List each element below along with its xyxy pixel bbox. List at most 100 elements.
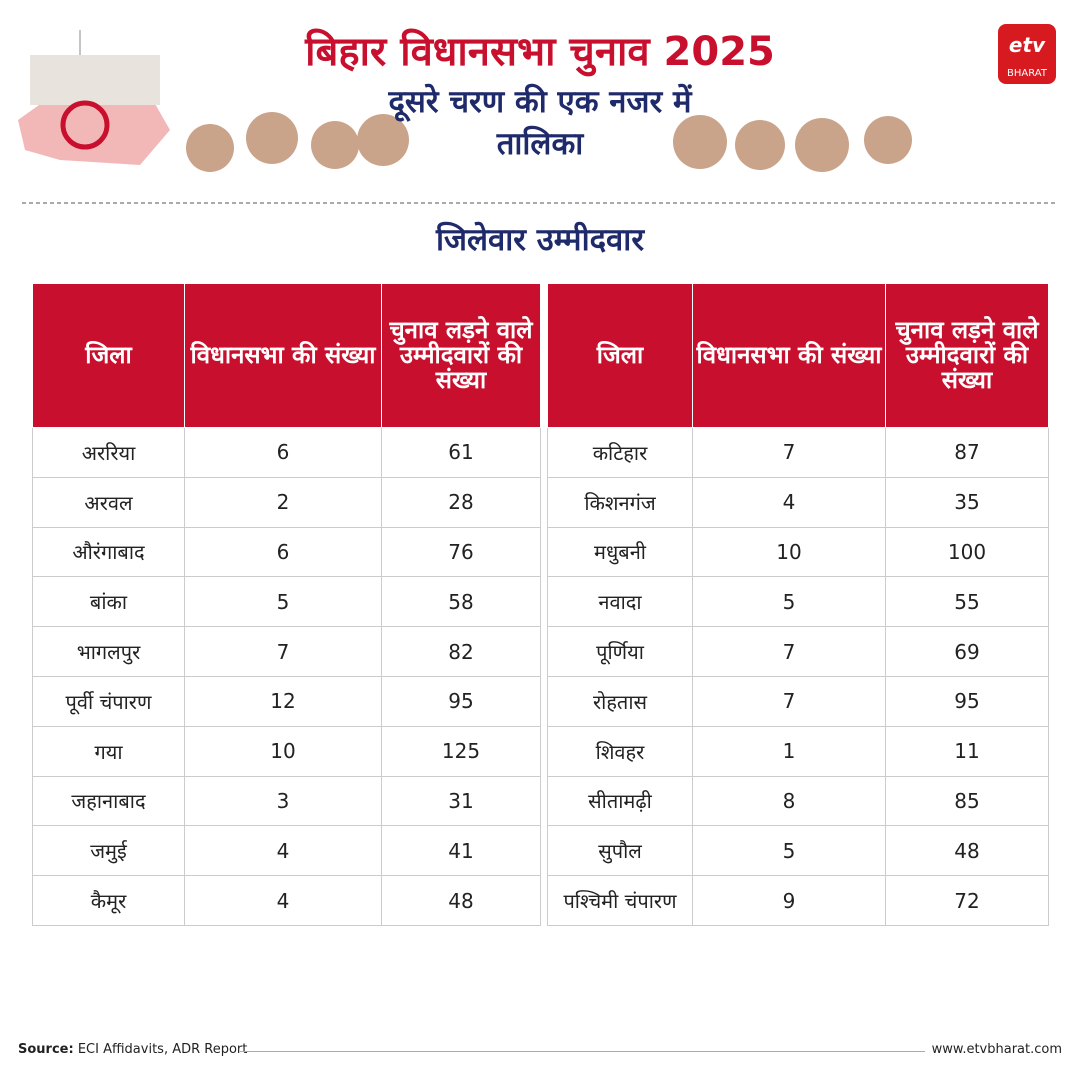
building bbox=[30, 55, 160, 105]
row: कटिहार 7 87 bbox=[547, 427, 1049, 478]
row: बांका 5 58 bbox=[32, 576, 541, 628]
cell: 31 bbox=[381, 775, 541, 827]
cell: 41 bbox=[381, 825, 541, 877]
cell: 4 bbox=[692, 476, 886, 528]
row: कैमूर 4 48 bbox=[32, 875, 541, 926]
header-cell: जिला bbox=[32, 283, 185, 428]
row: सुपौल 5 48 bbox=[547, 825, 1049, 877]
row: जहानाबाद 3 31 bbox=[32, 775, 541, 827]
table-head: जिला विधानसभा की संख्या चुनाव लड़ने वाले उ… bbox=[32, 283, 541, 428]
cell: 1 bbox=[692, 725, 886, 777]
table: जिला विधानसभा की संख्या चुनाव लड़ने वाले उ… bbox=[32, 283, 541, 926]
cell: 12 bbox=[184, 675, 382, 727]
cell: 7 bbox=[692, 675, 886, 727]
section-title: जिलेवार उम्मीदवार bbox=[435, 222, 644, 258]
cell: 100 bbox=[885, 526, 1049, 578]
cell: मधुबनी bbox=[547, 526, 693, 578]
header-row: जिला विधानसभा की संख्या चुनाव लड़ने वाले उ… bbox=[547, 283, 1049, 428]
cell: 5 bbox=[184, 576, 382, 628]
decor: etv BHARAT bbox=[18, 24, 1058, 204]
cell: 125 bbox=[381, 725, 541, 777]
cell: 55 bbox=[885, 576, 1049, 628]
logo-mark: etv bbox=[1009, 33, 1046, 57]
table-head: जिला विधानसभा की संख्या चुनाव लड़ने वाले उ… bbox=[547, 283, 1049, 428]
row: किशनगंज 4 35 bbox=[547, 476, 1049, 528]
header-cell: चुनाव लड़ने वाले उम्मीदवारों की संख्या bbox=[381, 283, 541, 428]
title: बिहार विधानसभा चुनाव 2025 bbox=[305, 29, 775, 75]
table-body: अररिया 6 61 अरवल 2 28 औरंगाबाद 6 76 बांका 5 58 भागलप… bbox=[32, 427, 541, 926]
row: पूर्णिया 7 69 bbox=[547, 626, 1049, 677]
cell: पूर्णिया bbox=[547, 626, 693, 677]
header-cell: चुनाव लड़ने वाले उम्मीदवारों की संख्या bbox=[885, 283, 1049, 428]
row: शिवहर 1 11 bbox=[547, 725, 1049, 777]
cell: औरंगाबाद bbox=[32, 526, 185, 578]
cell: पूर्वी चंपारण bbox=[32, 675, 185, 727]
portraits bbox=[186, 112, 912, 172]
cell: अरवल bbox=[32, 476, 185, 528]
table: जिला विधानसभा की संख्या चुनाव लड़ने वाले उ… bbox=[547, 283, 1049, 926]
ballot-symbol bbox=[60, 100, 110, 150]
row: गया 10 125 bbox=[32, 725, 541, 777]
row: पश्चिमी चंपारण 9 72 bbox=[547, 875, 1049, 926]
header-row: जिला विधानसभा की संख्या चुनाव लड़ने वाले उ… bbox=[32, 283, 541, 428]
cell: 85 bbox=[885, 775, 1049, 827]
cell: 3 bbox=[184, 775, 382, 827]
table-body: कटिहार 7 87 किशनगंज 4 35 मधुबनी 10 100 नवादा 5 55 पू… bbox=[547, 427, 1049, 926]
cell: 95 bbox=[885, 675, 1049, 727]
row: औरंगाबाद 6 76 bbox=[32, 526, 541, 578]
map bbox=[18, 90, 170, 165]
row: अररिया 6 61 bbox=[32, 427, 541, 478]
row: भागलपुर 7 82 bbox=[32, 626, 541, 677]
cell: 69 bbox=[885, 626, 1049, 677]
cell: 5 bbox=[692, 825, 886, 877]
cell: कटिहार bbox=[547, 427, 693, 478]
cell: 7 bbox=[184, 626, 382, 677]
cell: 10 bbox=[692, 526, 886, 578]
cell: 6 bbox=[184, 526, 382, 578]
cell: 8 bbox=[692, 775, 886, 827]
row: रोहतास 7 95 bbox=[547, 675, 1049, 727]
cell: नवादा bbox=[547, 576, 693, 628]
cell: 35 bbox=[885, 476, 1049, 528]
subtitle: दूसरे चरण की एक नजर में bbox=[388, 84, 692, 120]
cell: गया bbox=[32, 725, 185, 777]
cell: 76 bbox=[381, 526, 541, 578]
logo bbox=[998, 24, 1056, 84]
row: जमुई 4 41 bbox=[32, 825, 541, 877]
cell: 87 bbox=[885, 427, 1049, 478]
cell: 95 bbox=[381, 675, 541, 727]
cell: 9 bbox=[692, 875, 886, 926]
cell: 7 bbox=[692, 626, 886, 677]
subtitle: तालिका bbox=[496, 126, 584, 162]
row: मधुबनी 10 100 bbox=[547, 526, 1049, 578]
row: पूर्वी चंपारण 12 95 bbox=[32, 675, 541, 727]
header-cell: जिला bbox=[547, 283, 693, 428]
cell: जमुई bbox=[32, 825, 185, 877]
cell: 2 bbox=[184, 476, 382, 528]
cell: शिवहर bbox=[547, 725, 693, 777]
cell: भागलपुर bbox=[32, 626, 185, 677]
cell: 61 bbox=[381, 427, 541, 478]
cell: 11 bbox=[885, 725, 1049, 777]
cell: 72 bbox=[885, 875, 1049, 926]
cell: 82 bbox=[381, 626, 541, 677]
footer-line bbox=[240, 1051, 925, 1052]
cell: 6 bbox=[184, 427, 382, 478]
header-cell: विधानसभा की संख्या bbox=[184, 283, 382, 428]
cell: सुपौल bbox=[547, 825, 693, 877]
cell: 4 bbox=[184, 825, 382, 877]
header-cell: विधानसभा की संख्या bbox=[692, 283, 886, 428]
source-label: Source: bbox=[18, 1042, 74, 1057]
cell: कैमूर bbox=[32, 875, 185, 926]
cell: 10 bbox=[184, 725, 382, 777]
cell: रोहतास bbox=[547, 675, 693, 727]
cell: बांका bbox=[32, 576, 185, 628]
row: सीतामढ़ी 8 85 bbox=[547, 775, 1049, 827]
cell: 48 bbox=[381, 875, 541, 926]
cell: 48 bbox=[885, 825, 1049, 877]
cell: 5 bbox=[692, 576, 886, 628]
row: अरवल 2 28 bbox=[32, 476, 541, 528]
cell: जहानाबाद bbox=[32, 775, 185, 827]
website: www.etvbharat.com bbox=[931, 1042, 1062, 1057]
